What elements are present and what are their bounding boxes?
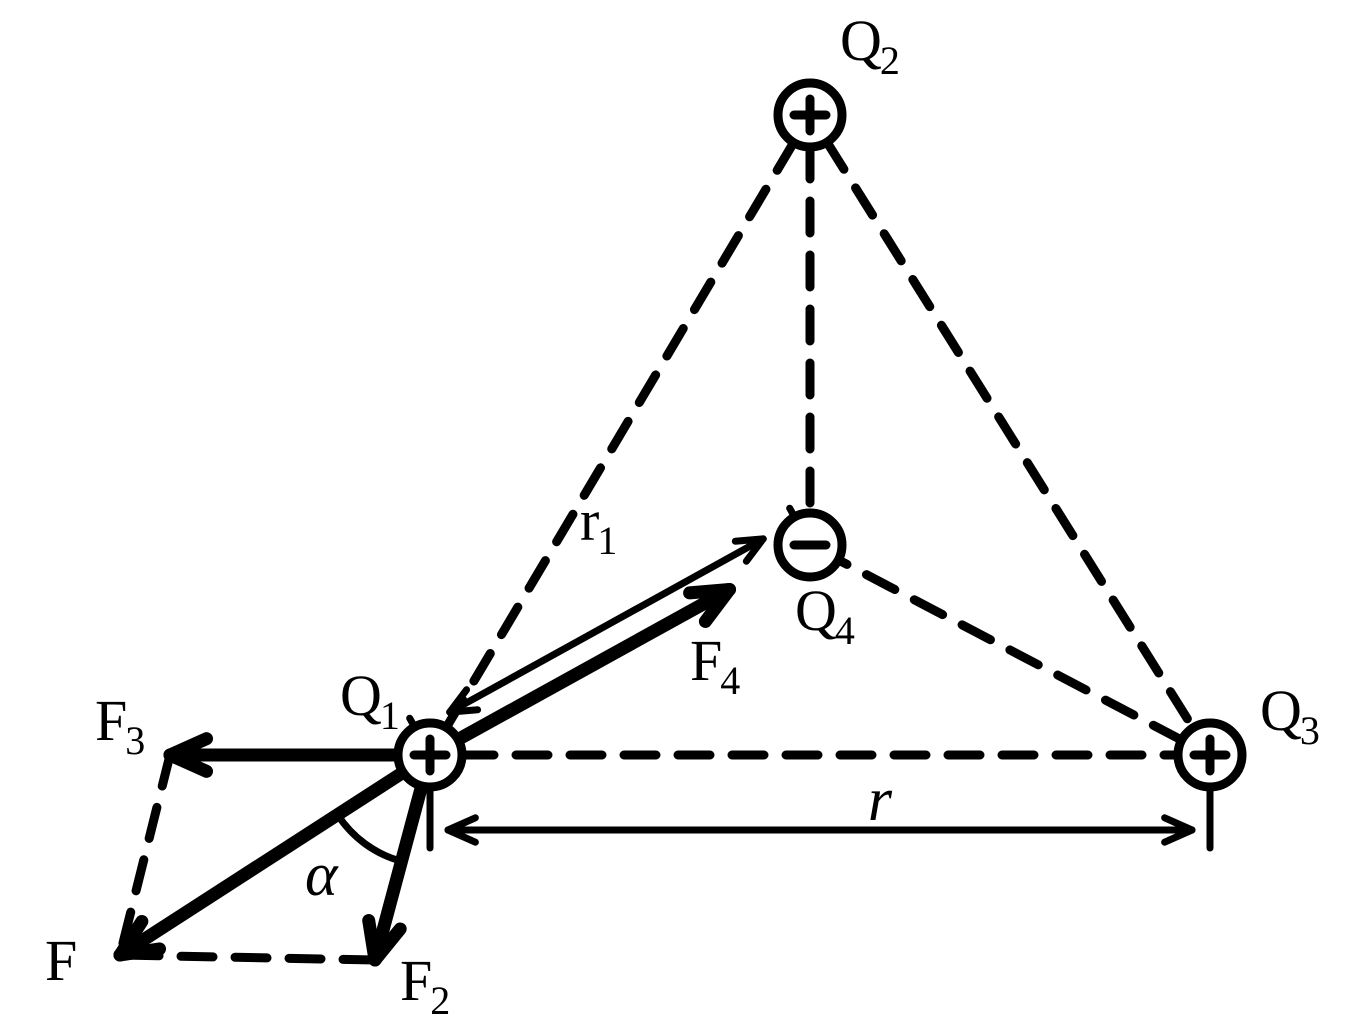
svg-text:F: F [95, 688, 127, 753]
svg-text:F: F [690, 628, 722, 693]
svg-text:α: α [305, 841, 339, 909]
svg-text:3: 3 [1300, 708, 1320, 753]
svg-text:3: 3 [125, 718, 145, 763]
svg-text:1: 1 [380, 693, 400, 738]
svg-text:Q: Q [795, 578, 837, 643]
svg-text:2: 2 [430, 978, 450, 1021]
svg-text:2: 2 [880, 38, 900, 83]
svg-text:Q: Q [340, 663, 382, 728]
svg-text:r: r [868, 766, 893, 834]
svg-text:4: 4 [720, 658, 740, 703]
svg-text:1: 1 [597, 518, 617, 563]
svg-text:F: F [400, 948, 432, 1013]
svg-text:4: 4 [835, 608, 855, 653]
svg-text:Q: Q [840, 8, 882, 73]
svg-text:Q: Q [1260, 678, 1302, 743]
svg-text:F: F [45, 928, 77, 993]
